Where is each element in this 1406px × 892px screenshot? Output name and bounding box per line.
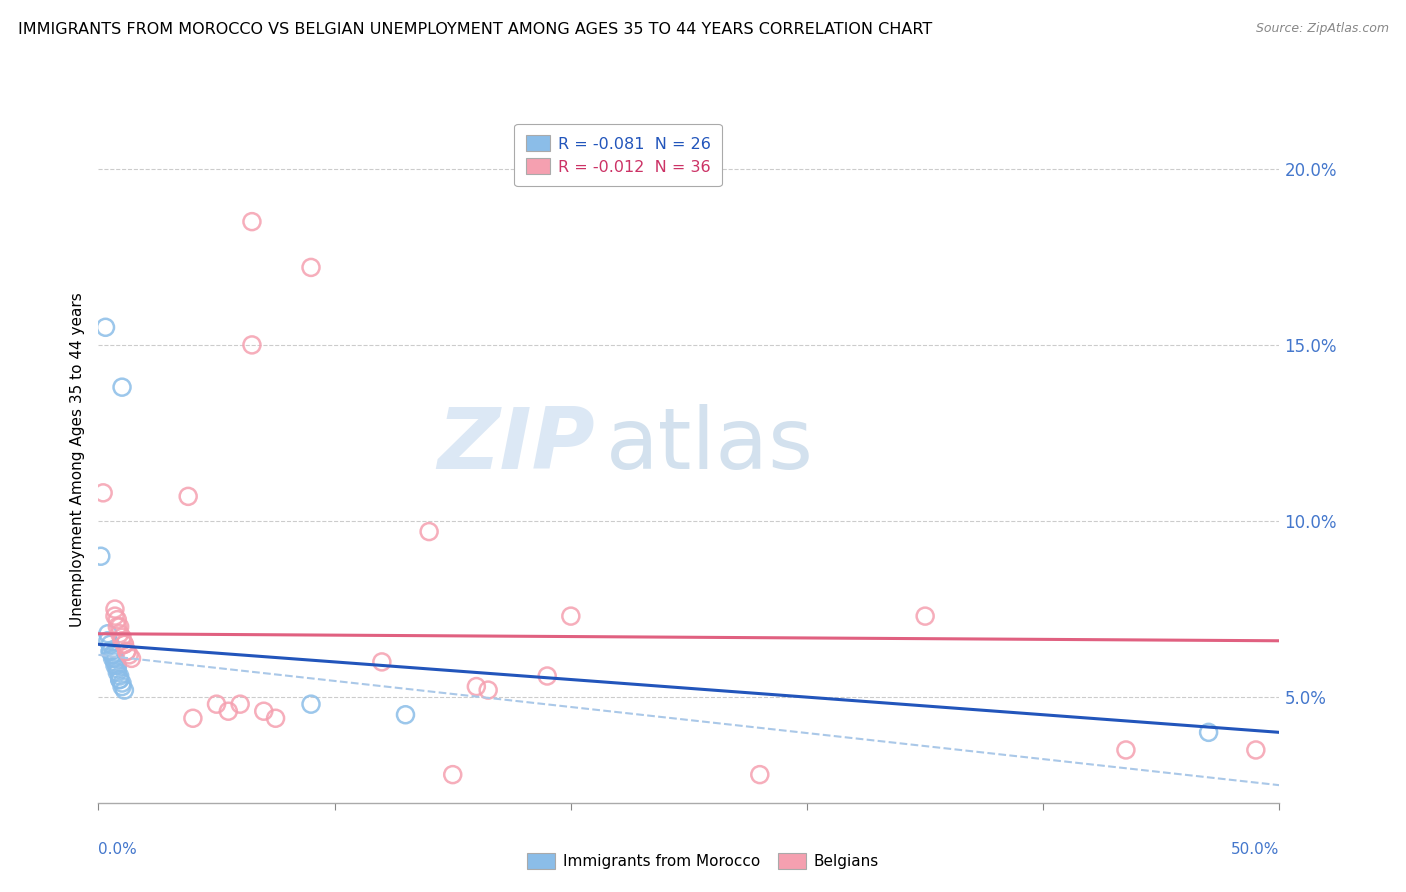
Point bbox=[98, 644, 121, 658]
Point bbox=[101, 651, 124, 665]
Point bbox=[111, 676, 134, 690]
Point bbox=[536, 669, 558, 683]
Point bbox=[264, 711, 287, 725]
Point bbox=[299, 260, 322, 275]
Point bbox=[1198, 725, 1220, 739]
Point bbox=[112, 637, 135, 651]
Point bbox=[108, 673, 131, 687]
Point bbox=[477, 683, 499, 698]
Point bbox=[240, 214, 263, 228]
Point bbox=[104, 655, 127, 669]
Text: 0.0%: 0.0% bbox=[98, 842, 138, 856]
Point bbox=[240, 338, 263, 352]
Point bbox=[101, 648, 124, 662]
Point bbox=[111, 380, 134, 394]
Point bbox=[914, 609, 936, 624]
Point bbox=[217, 704, 239, 718]
Point bbox=[105, 613, 128, 627]
Text: IMMIGRANTS FROM MOROCCO VS BELGIAN UNEMPLOYMENT AMONG AGES 35 TO 44 YEARS CORREL: IMMIGRANTS FROM MOROCCO VS BELGIAN UNEMP… bbox=[18, 22, 932, 37]
Point bbox=[105, 662, 128, 676]
Point bbox=[111, 680, 134, 694]
Point bbox=[748, 767, 770, 781]
Point bbox=[418, 524, 440, 539]
Point bbox=[98, 637, 121, 651]
Point bbox=[97, 626, 120, 640]
Point bbox=[104, 602, 127, 616]
Point bbox=[394, 707, 416, 722]
Point bbox=[101, 648, 124, 662]
Point bbox=[441, 767, 464, 781]
Point bbox=[181, 711, 204, 725]
Point bbox=[465, 680, 488, 694]
Point bbox=[98, 644, 121, 658]
Text: Source: ZipAtlas.com: Source: ZipAtlas.com bbox=[1256, 22, 1389, 36]
Point bbox=[91, 486, 114, 500]
Point bbox=[94, 320, 117, 334]
Point bbox=[90, 549, 112, 564]
Point bbox=[205, 697, 228, 711]
Point bbox=[111, 633, 134, 648]
Point bbox=[104, 651, 127, 665]
Point bbox=[105, 658, 128, 673]
Point bbox=[115, 644, 138, 658]
Point bbox=[105, 620, 128, 634]
Point bbox=[229, 697, 252, 711]
Point bbox=[112, 683, 135, 698]
Point bbox=[104, 658, 127, 673]
Point bbox=[97, 633, 120, 648]
Point bbox=[105, 665, 128, 680]
Point bbox=[299, 697, 322, 711]
Point bbox=[115, 644, 138, 658]
Point bbox=[108, 620, 131, 634]
Point bbox=[108, 673, 131, 687]
Legend: R = -0.081  N = 26, R = -0.012  N = 36: R = -0.081 N = 26, R = -0.012 N = 36 bbox=[515, 124, 721, 186]
Text: 50.0%: 50.0% bbox=[1232, 842, 1279, 856]
Text: atlas: atlas bbox=[606, 404, 814, 487]
Point bbox=[177, 489, 200, 503]
Point bbox=[560, 609, 582, 624]
Point bbox=[108, 669, 131, 683]
Point bbox=[1115, 743, 1137, 757]
Legend: Immigrants from Morocco, Belgians: Immigrants from Morocco, Belgians bbox=[522, 847, 884, 875]
Y-axis label: Unemployment Among Ages 35 to 44 years: Unemployment Among Ages 35 to 44 years bbox=[69, 292, 84, 627]
Point bbox=[111, 630, 134, 644]
Point bbox=[112, 637, 135, 651]
Point bbox=[371, 655, 394, 669]
Point bbox=[108, 626, 131, 640]
Point bbox=[1244, 743, 1267, 757]
Point bbox=[118, 648, 141, 662]
Point bbox=[253, 704, 276, 718]
Point bbox=[104, 609, 127, 624]
Text: ZIP: ZIP bbox=[437, 404, 595, 487]
Point bbox=[121, 651, 143, 665]
